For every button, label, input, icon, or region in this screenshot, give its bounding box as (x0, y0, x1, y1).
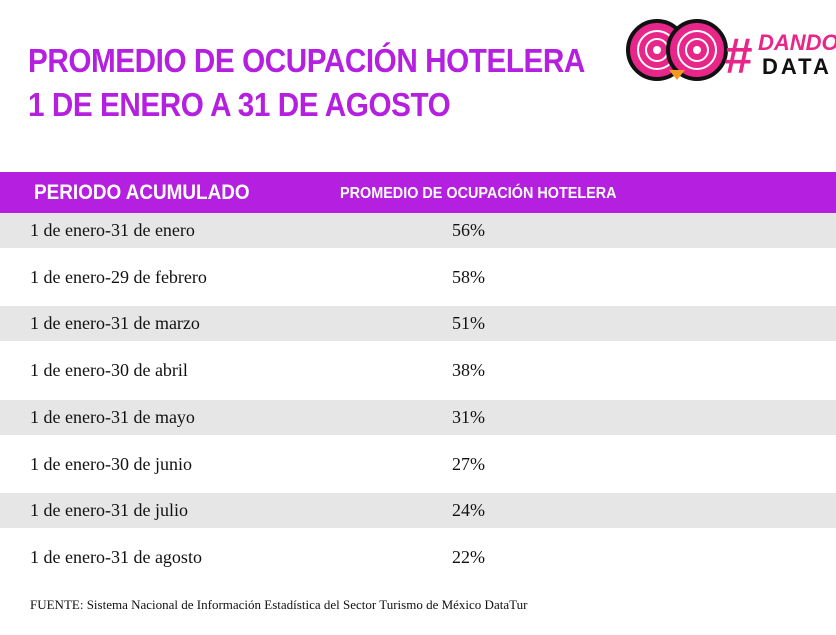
column-header: PERIODO ACUMULADO (34, 181, 250, 204)
value-cell: 27% (452, 453, 485, 474)
value-cell: 56% (452, 220, 485, 240)
table-row: 1 de enero-31 de julio 24% (0, 493, 836, 529)
value-cell: 51% (452, 313, 485, 334)
logo: # DANDO DATA (626, 19, 836, 84)
period-cell: 1 de enero-31 de enero (30, 220, 195, 240)
column-header: PROMEDIO DE OCUPACIÓN HOTELERA (340, 185, 617, 202)
period-cell: 1 de enero-31 de mayo (30, 406, 195, 427)
period-cell: 1 de enero-29 de febrero (30, 266, 207, 287)
source-note: FUENTE: Sistema Nacional de Información … (30, 597, 528, 612)
period-cell: 1 de enero-31 de marzo (30, 313, 200, 334)
value-cell: 38% (452, 360, 485, 381)
table-row: 1 de enero-31 de enero 56% (0, 213, 836, 248)
logo-text: DANDO (758, 30, 836, 55)
value-cell: 22% (452, 546, 485, 567)
value-cell: 58% (452, 266, 485, 287)
table-row: 1 de enero-31 de agosto 22% (0, 539, 836, 575)
period-cell: 1 de enero-30 de abril (30, 360, 188, 381)
table-row: 1 de enero-30 de abril 38% (0, 353, 836, 389)
table-row: 1 de enero-29 de febrero 58% (0, 259, 836, 295)
table-header: PERIODO ACUMULADO PROMEDIO DE OCUPACIÓN … (0, 172, 836, 213)
table-row: 1 de enero-31 de marzo 51% (0, 306, 836, 342)
logo-hashtag: # (724, 28, 752, 84)
period-cell: 1 de enero-31 de agosto (30, 546, 202, 567)
table-row: 1 de enero-31 de mayo 31% (0, 399, 836, 435)
value-cell: 31% (452, 406, 485, 427)
period-cell: 1 de enero-30 de junio (30, 453, 192, 474)
logo-text: DATA (762, 54, 832, 79)
period-cell: 1 de enero-31 de julio (30, 500, 188, 521)
title-line: PROMEDIO DE OCUPACIÓN HOTELERA (28, 42, 585, 79)
table-row: 1 de enero-30 de junio 27% (0, 446, 836, 482)
value-cell: 24% (452, 500, 485, 521)
title-line: 1 DE ENERO A 31 DE AGOSTO (28, 86, 451, 123)
